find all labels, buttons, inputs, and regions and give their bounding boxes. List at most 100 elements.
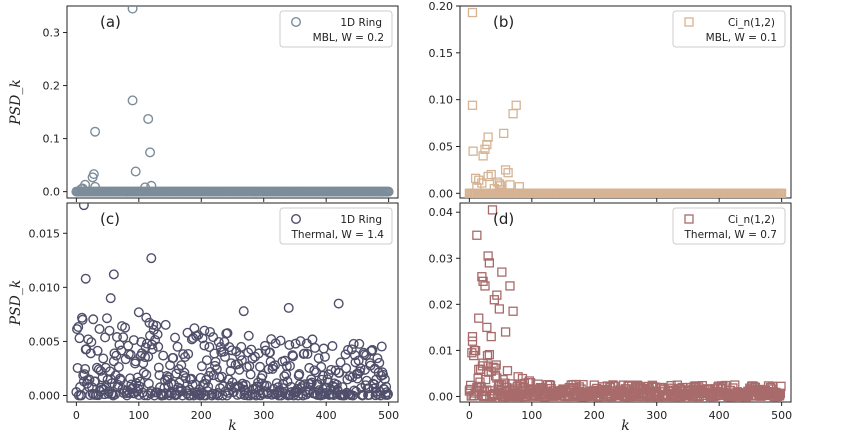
data-point [295,336,306,347]
data-point [245,369,256,380]
data-point [313,353,324,364]
data-points [464,7,787,198]
data-point [494,179,504,189]
y-tick-label: 0.3 [43,27,61,40]
legend-marker [291,213,302,224]
data-point [138,367,149,378]
x-axis-label: k [621,418,629,434]
data-point [146,180,157,191]
data-point [505,281,515,291]
data-point [80,363,91,374]
data-point [346,344,357,355]
data-point [257,370,268,381]
data-point [239,390,250,401]
data-point [319,351,330,362]
data-point [111,350,122,361]
data-point [180,373,191,384]
x-tick-label: 100 [521,409,542,422]
y-axis-label: PSD_k [8,280,24,327]
legend-marker [684,17,694,27]
data-point [236,341,247,352]
data-point [484,258,495,268]
data-point [172,341,183,352]
data-point [468,146,478,156]
data-point [180,351,191,362]
y-tick-label: 0.2 [43,80,61,93]
data-point [238,306,249,317]
data-point [125,349,136,360]
data-point [138,358,149,369]
legend-box [672,10,786,48]
x-tick-label: 400 [316,409,337,422]
y-tick-label: 0.00 [429,187,454,200]
data-point [87,172,98,183]
data-point [318,343,329,354]
axes-frame [459,202,792,403]
x-tick-label: 0 [466,409,473,422]
data-point [290,338,301,349]
data-point [288,351,299,362]
legend-condition: MBL, W = 0.2 [313,32,384,44]
data-point [319,389,330,400]
data-point [161,370,172,381]
data-point [514,182,524,192]
y-tick-label: 0.05 [429,140,454,153]
data-point [195,390,206,401]
legend-series: 1D Ring [340,17,382,29]
data-point [127,95,138,106]
data-point [101,313,112,324]
data-point [179,367,190,378]
panel-label: (a) [100,13,121,31]
axes-frame [66,202,399,403]
legend-series: Ci_n(1,2) [728,214,775,226]
data-point [76,183,87,194]
data-point [95,365,106,376]
data-point [160,319,171,330]
panel-b: 0.00 0.05 0.10 0.15 0.20 (b) Ci_n(1,2) MBL, W =… [429,0,792,202]
data-point [483,251,493,261]
data-point [379,374,390,385]
panel-label: (c) [100,210,120,228]
legend-box [672,207,786,245]
data-point [86,382,97,393]
data-point [208,332,219,343]
data-point [146,253,157,264]
data-point [86,337,97,348]
panel-c: 0.000 0.005 0.010 0.015 0 100 200 300 400 500 k PSD… [8,202,399,434]
panel-d: 0.00 0.01 0.02 0.03 0.04 0 100 200 300 400 500 k (d)… [429,202,792,434]
data-point [484,349,495,360]
data-point [147,344,158,355]
x-tick-label: 200 [584,409,605,422]
data-point [491,360,501,370]
data-point [85,348,96,359]
data-point [331,379,342,390]
data-point [480,281,490,291]
y-tick-label: 0.00 [429,390,454,403]
y-tick-label: 0.0 [43,186,61,199]
data-point [200,390,211,401]
legend-series: 1D Ring [340,214,382,226]
data-point [141,369,152,380]
x-tick-label: 300 [646,409,667,422]
data-point [71,324,82,335]
axes-frame [66,5,399,199]
data-point [196,361,207,372]
data-point [224,342,235,353]
data-point [486,169,496,180]
data-point [480,144,490,154]
y-tick-label: 0.04 [429,206,454,219]
data-point [130,166,141,177]
data-point [470,173,481,183]
data-point [236,355,247,366]
data-point [483,132,493,142]
y-tick-label: 0.15 [429,47,454,60]
y-axis-label: PSD_k [8,79,24,126]
data-point [141,312,152,323]
data-point [90,376,101,387]
data-point [154,370,165,381]
axes-frame [459,5,792,199]
data-point [487,205,498,215]
data-point [467,336,478,346]
data-point [486,331,496,342]
data-point [472,230,482,240]
